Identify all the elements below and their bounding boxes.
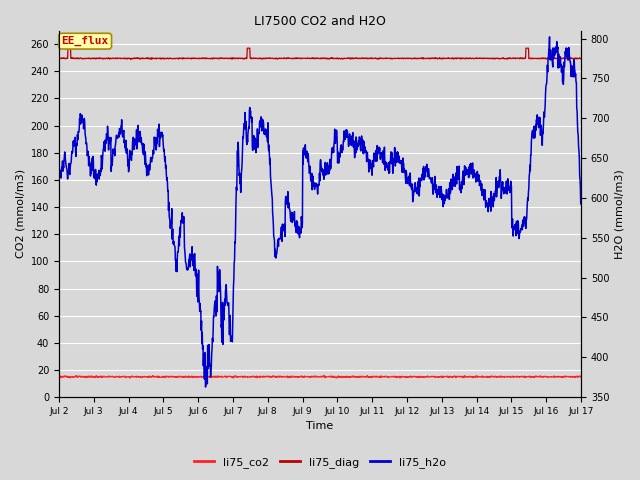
X-axis label: Time: Time (307, 421, 333, 432)
Legend: li75_co2, li75_diag, li75_h2o: li75_co2, li75_diag, li75_h2o (189, 452, 451, 472)
Y-axis label: H2O (mmol/m3): H2O (mmol/m3) (615, 169, 625, 259)
Y-axis label: CO2 (mmol/m3): CO2 (mmol/m3) (15, 169, 25, 258)
Text: EE_flux: EE_flux (61, 36, 109, 46)
Title: LI7500 CO2 and H2O: LI7500 CO2 and H2O (254, 15, 386, 28)
